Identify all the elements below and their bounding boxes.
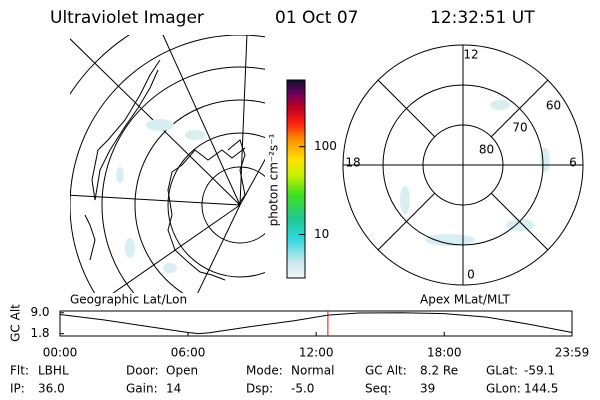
y-axis-label: GC Alt <box>9 304 23 342</box>
panel-label: Geographic Lat/Lon <box>70 293 187 307</box>
status-label: Door: <box>126 364 159 378</box>
status-label: Seq: <box>365 382 392 396</box>
mlt-label: 6 <box>569 156 577 170</box>
status-label: Mode: <box>246 364 283 378</box>
status-value: Open <box>166 364 198 378</box>
lat-label: 80 <box>479 142 494 156</box>
status-value: 39 <box>420 382 435 396</box>
status-value: -5.0 <box>291 382 314 396</box>
status-label: Gain: <box>126 382 158 396</box>
lat-ring <box>382 84 544 246</box>
alt-line <box>59 312 573 335</box>
status-value: LBHL <box>38 364 69 378</box>
mlt-label: 18 <box>345 156 360 170</box>
lat-ring <box>422 124 504 206</box>
x-tick-label: 06:00 <box>171 346 206 360</box>
x-tick-label: 18:00 <box>427 346 462 360</box>
colorbar-tick-label: 100 <box>314 139 337 153</box>
instrument: Ultraviolet Imager <box>50 8 204 28</box>
status-label: GLat: <box>486 364 518 378</box>
status-value: 8.2 Re <box>420 364 458 378</box>
status-value: Normal <box>291 364 334 378</box>
geographic-map <box>70 35 265 293</box>
status-label: IP: <box>10 382 25 396</box>
status-value: 144.5 <box>524 382 558 396</box>
lat-label: 70 <box>512 120 527 134</box>
status-label: Dsp: <box>246 382 273 396</box>
panel-label: Apex MLat/MLT <box>420 293 510 307</box>
x-tick-label: 00:00 <box>43 346 78 360</box>
mlt-label: 12 <box>463 48 478 62</box>
y-tick-label: 9.0 <box>30 305 49 319</box>
colorbar <box>287 80 305 278</box>
lat-ring <box>342 44 584 286</box>
date: 01 Oct 07 <box>275 8 358 28</box>
mlt-label: 0 <box>467 268 475 282</box>
y-tick-label: 1.8 <box>30 326 49 340</box>
status-label: Flt: <box>10 364 29 378</box>
time: 12:32:51 UT <box>430 8 535 28</box>
status-value: 14 <box>166 382 181 396</box>
colorbar-frame <box>286 79 306 279</box>
x-tick-label: 12:00 <box>299 346 334 360</box>
status-label: GC Alt: <box>365 364 407 378</box>
status-value: 36.0 <box>38 382 65 396</box>
status-value: -59.1 <box>524 364 555 378</box>
x-tick-label: 23:59 <box>555 346 590 360</box>
status-label: GLon: <box>486 382 521 396</box>
lat-label: 60 <box>546 99 561 113</box>
colorbar-tick-label: 10 <box>314 227 329 241</box>
colorbar-label: photon cm⁻²s⁻¹ <box>267 133 281 226</box>
